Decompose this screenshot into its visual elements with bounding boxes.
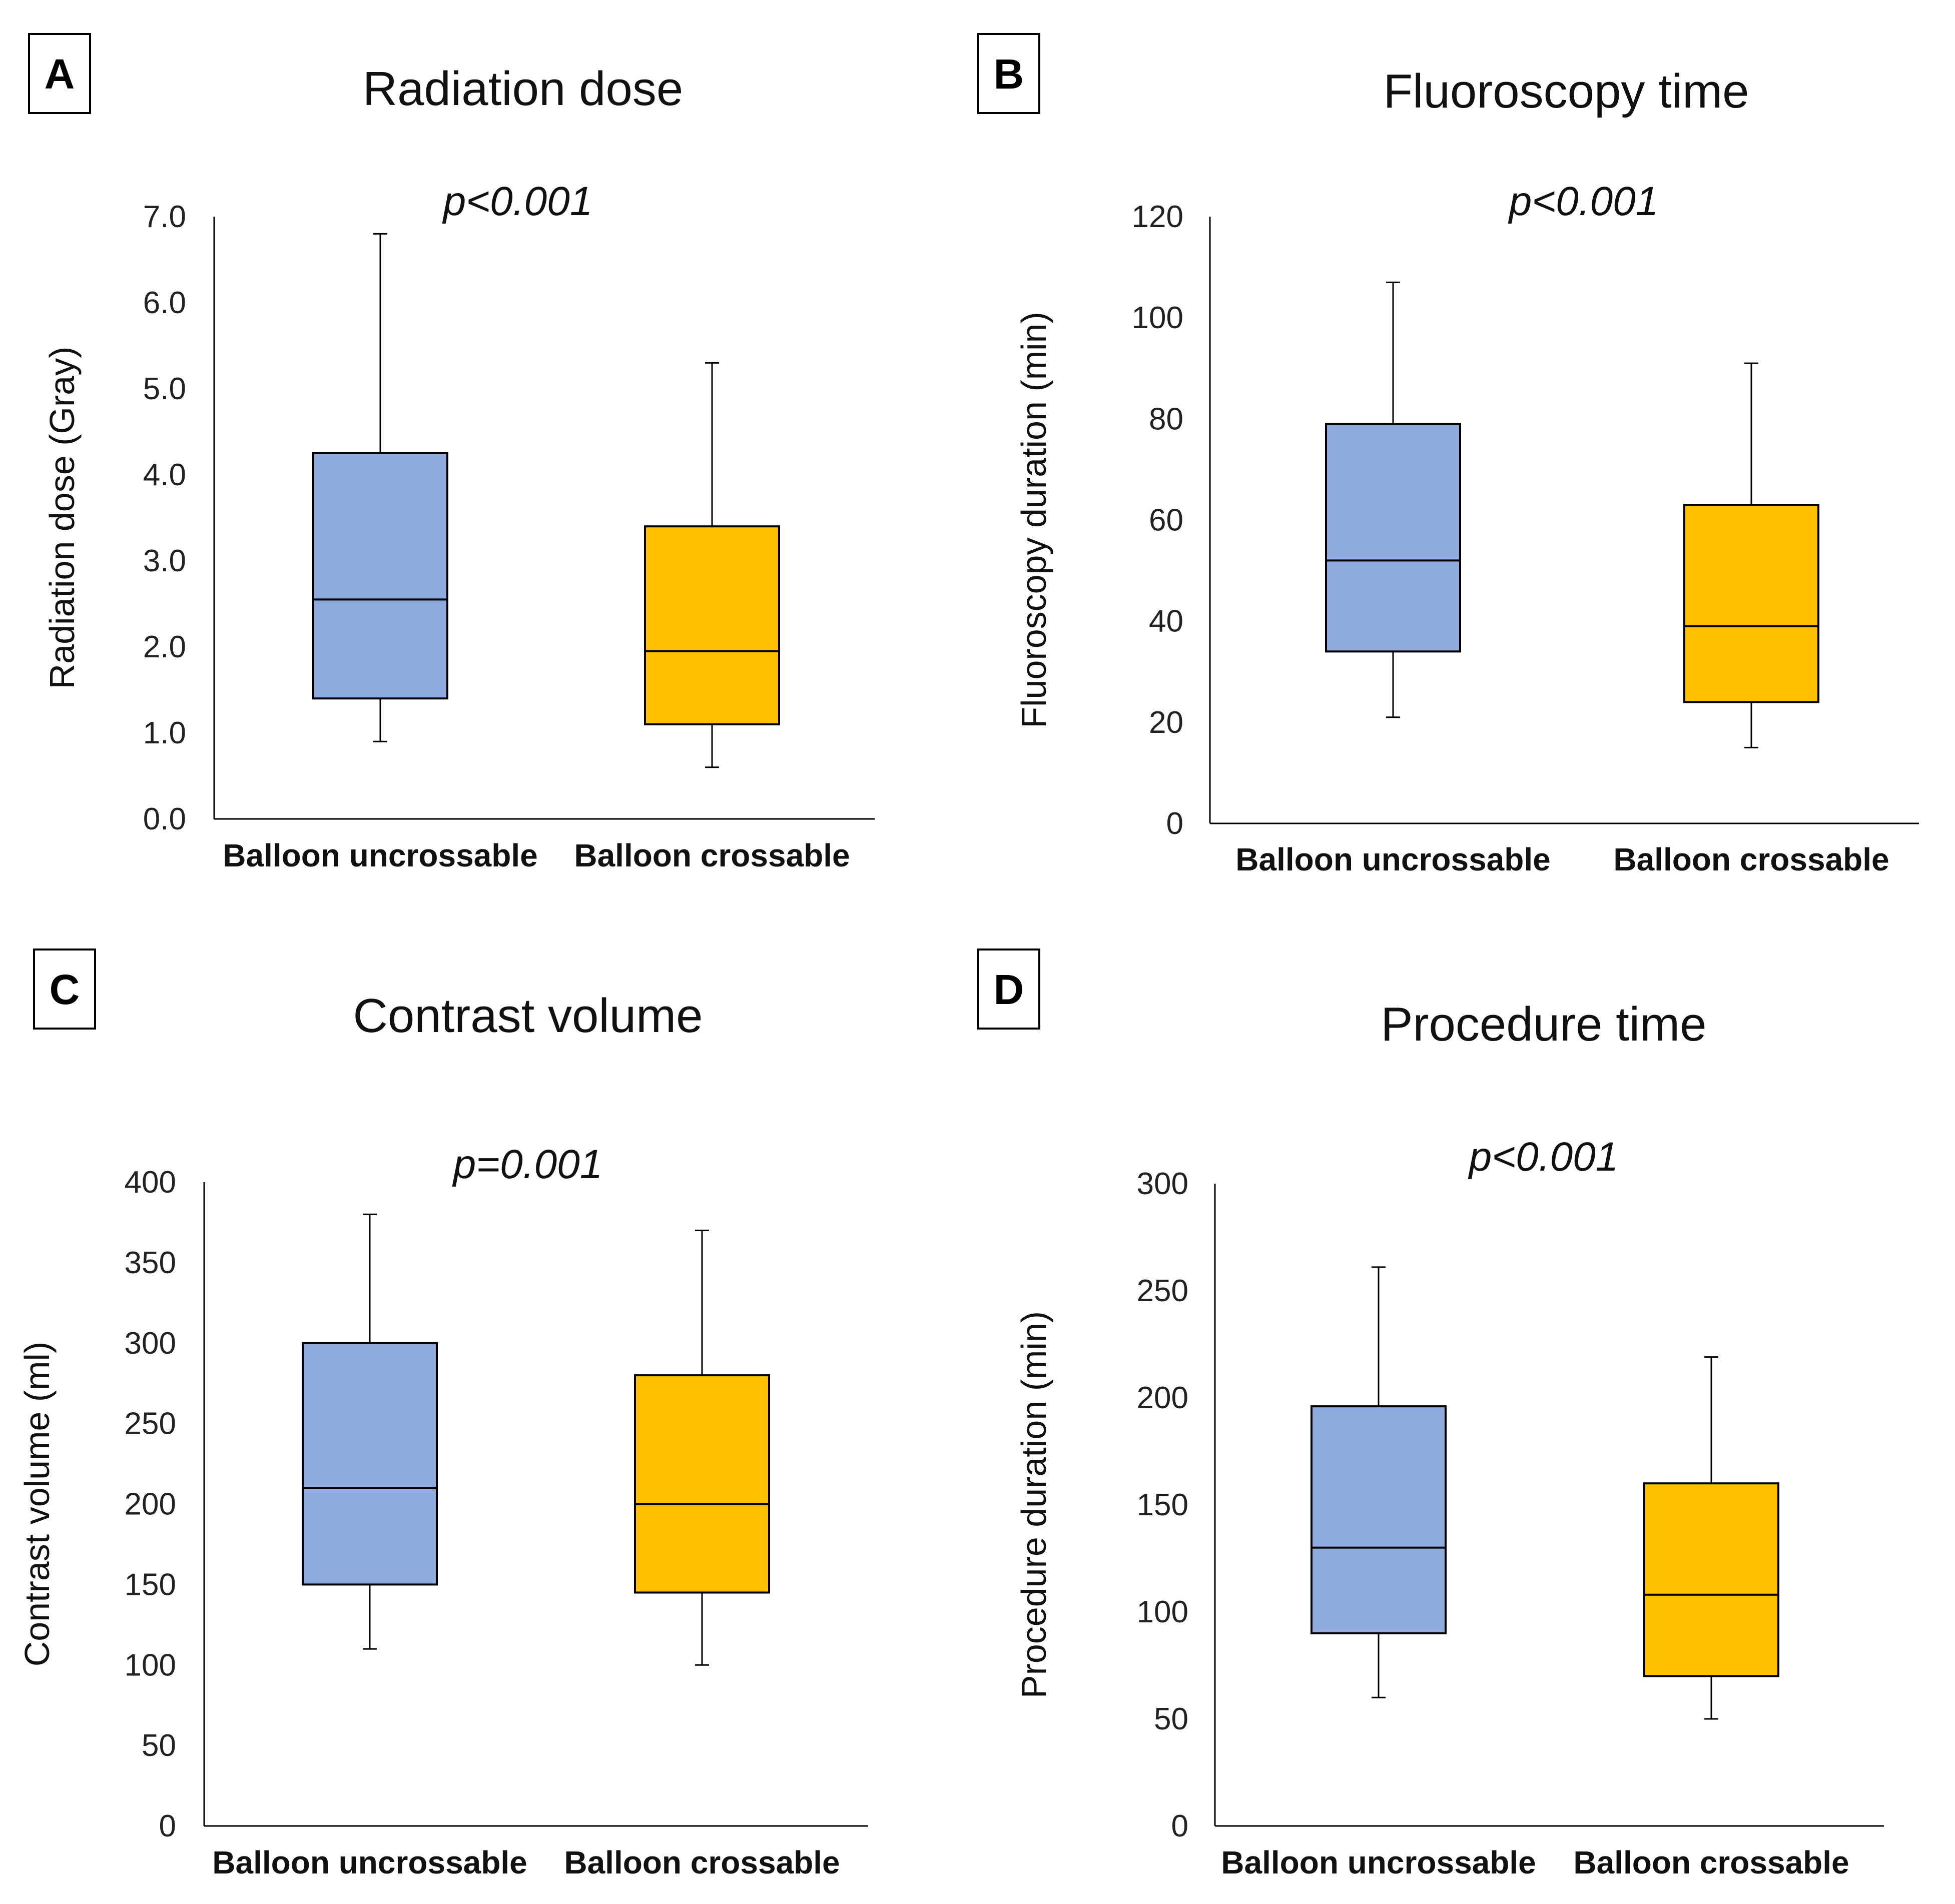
iqr-box <box>1683 504 1819 703</box>
box-balloon-uncrossable <box>302 1213 438 1650</box>
y-tick-label: 20 <box>1149 705 1183 740</box>
p-value-annotation: p=0.001 <box>452 1142 603 1187</box>
chart-title: Fluoroscopy time <box>1384 65 1749 118</box>
y-tick-label: 300 <box>125 1326 176 1361</box>
y-tick-label: 1.0 <box>143 716 186 750</box>
box-balloon-uncrossable <box>1311 1266 1447 1698</box>
y-tick-label: 300 <box>1137 1167 1188 1201</box>
chart-title: Radiation dose <box>363 62 683 116</box>
chart-title: Contrast volume <box>353 989 703 1043</box>
y-tick-label: 200 <box>1137 1381 1188 1415</box>
y-tick-label: 5.0 <box>143 372 186 406</box>
category-label: Balloon uncrossable <box>212 1844 527 1880</box>
y-tick-label: 50 <box>1154 1702 1188 1736</box>
p-value-annotation: p<0.001 <box>1508 179 1659 224</box>
y-tick-label: 400 <box>125 1165 176 1200</box>
box-balloon-crossable <box>1683 362 1819 748</box>
category-label: Balloon crossable <box>574 837 850 873</box>
iqr-box <box>1643 1482 1779 1677</box>
y-tick-label: 100 <box>125 1648 176 1682</box>
y-tick-label: 250 <box>1137 1274 1188 1308</box>
y-tick-label: 0 <box>1171 1809 1188 1843</box>
panel-label: D <box>994 966 1024 1013</box>
y-tick-label: 60 <box>1149 503 1183 538</box>
iqr-box <box>1311 1405 1447 1634</box>
iqr-box <box>312 452 448 700</box>
p-value-annotation: p<0.001 <box>442 179 593 224</box>
category-label: Balloon uncrossable <box>223 837 537 873</box>
box-balloon-crossable <box>634 1230 770 1666</box>
panel-label-box <box>977 33 1040 114</box>
category-label: Balloon crossable <box>564 1844 840 1880</box>
panel-b: B Fluoroscopy time p<0.001 0 20 40 60 80 100 120 F… <box>977 33 1919 877</box>
box-balloon-uncrossable <box>312 233 448 742</box>
y-tick-label: 0 <box>1166 806 1183 841</box>
chart-title: Procedure time <box>1381 998 1707 1051</box>
panel-label: A <box>45 51 75 98</box>
y-axis-label: Procedure duration (min) <box>1014 1311 1053 1698</box>
y-axis-label: Fluoroscopy duration (min) <box>1014 312 1053 728</box>
y-tick-label: 200 <box>125 1487 176 1522</box>
y-tick-label: 100 <box>1132 301 1183 335</box>
box-balloon-crossable <box>1643 1356 1779 1720</box>
y-tick-label: 150 <box>125 1567 176 1602</box>
panel-d: D Procedure time p<0.001 0 50 100 150 200 250 300… <box>977 948 1884 1880</box>
box-balloon-crossable <box>644 362 780 768</box>
y-tick-label: 250 <box>125 1407 176 1441</box>
panel-label: B <box>994 51 1024 98</box>
panels-group: A Radiation dose p<0.001 0.0 1.0 2.0 3.0 4.0 5.0… <box>18 33 1919 1880</box>
iqr-box <box>644 525 780 725</box>
panel-c: C Contrast volume p=0.001 0 50 100 150 200 250 30… <box>18 948 868 1880</box>
y-axis-label: Contrast volume (ml) <box>18 1342 57 1667</box>
y-tick-label: 150 <box>1137 1488 1188 1522</box>
panel-a: A Radiation dose p<0.001 0.0 1.0 2.0 3.0 4.0 5.0… <box>28 33 875 873</box>
y-tick-label: 100 <box>1137 1595 1188 1629</box>
y-tick-label: 40 <box>1149 604 1183 639</box>
y-tick-label: 7.0 <box>143 200 186 234</box>
panel-label-box <box>977 948 1040 1030</box>
panel-label-box <box>28 33 91 114</box>
y-tick-label: 50 <box>142 1728 176 1763</box>
category-label: Balloon crossable <box>1613 841 1889 877</box>
panel-label: C <box>50 966 80 1013</box>
y-tick-label: 6.0 <box>143 286 186 320</box>
iqr-box <box>302 1342 438 1586</box>
p-value-annotation: p<0.001 <box>1468 1134 1619 1180</box>
category-label: Balloon crossable <box>1573 1844 1849 1880</box>
y-tick-label: 350 <box>125 1246 176 1280</box>
category-label: Balloon uncrossable <box>1235 841 1550 877</box>
category-label: Balloon uncrossable <box>1221 1844 1536 1880</box>
box-balloon-uncrossable <box>1325 281 1461 718</box>
y-tick-label: 80 <box>1149 402 1183 436</box>
iqr-box <box>1325 423 1461 653</box>
y-tick-label: 3.0 <box>143 544 186 578</box>
panel-label-box <box>33 948 96 1030</box>
y-tick-label: 0.0 <box>143 802 186 836</box>
y-tick-label: 4.0 <box>143 458 186 492</box>
iqr-box <box>634 1374 770 1594</box>
y-tick-label: 2.0 <box>143 630 186 664</box>
y-tick-label: 0 <box>159 1809 176 1843</box>
y-axis-label: Radiation dose (Gray) <box>43 347 82 689</box>
y-tick-label: 120 <box>1132 200 1183 234</box>
